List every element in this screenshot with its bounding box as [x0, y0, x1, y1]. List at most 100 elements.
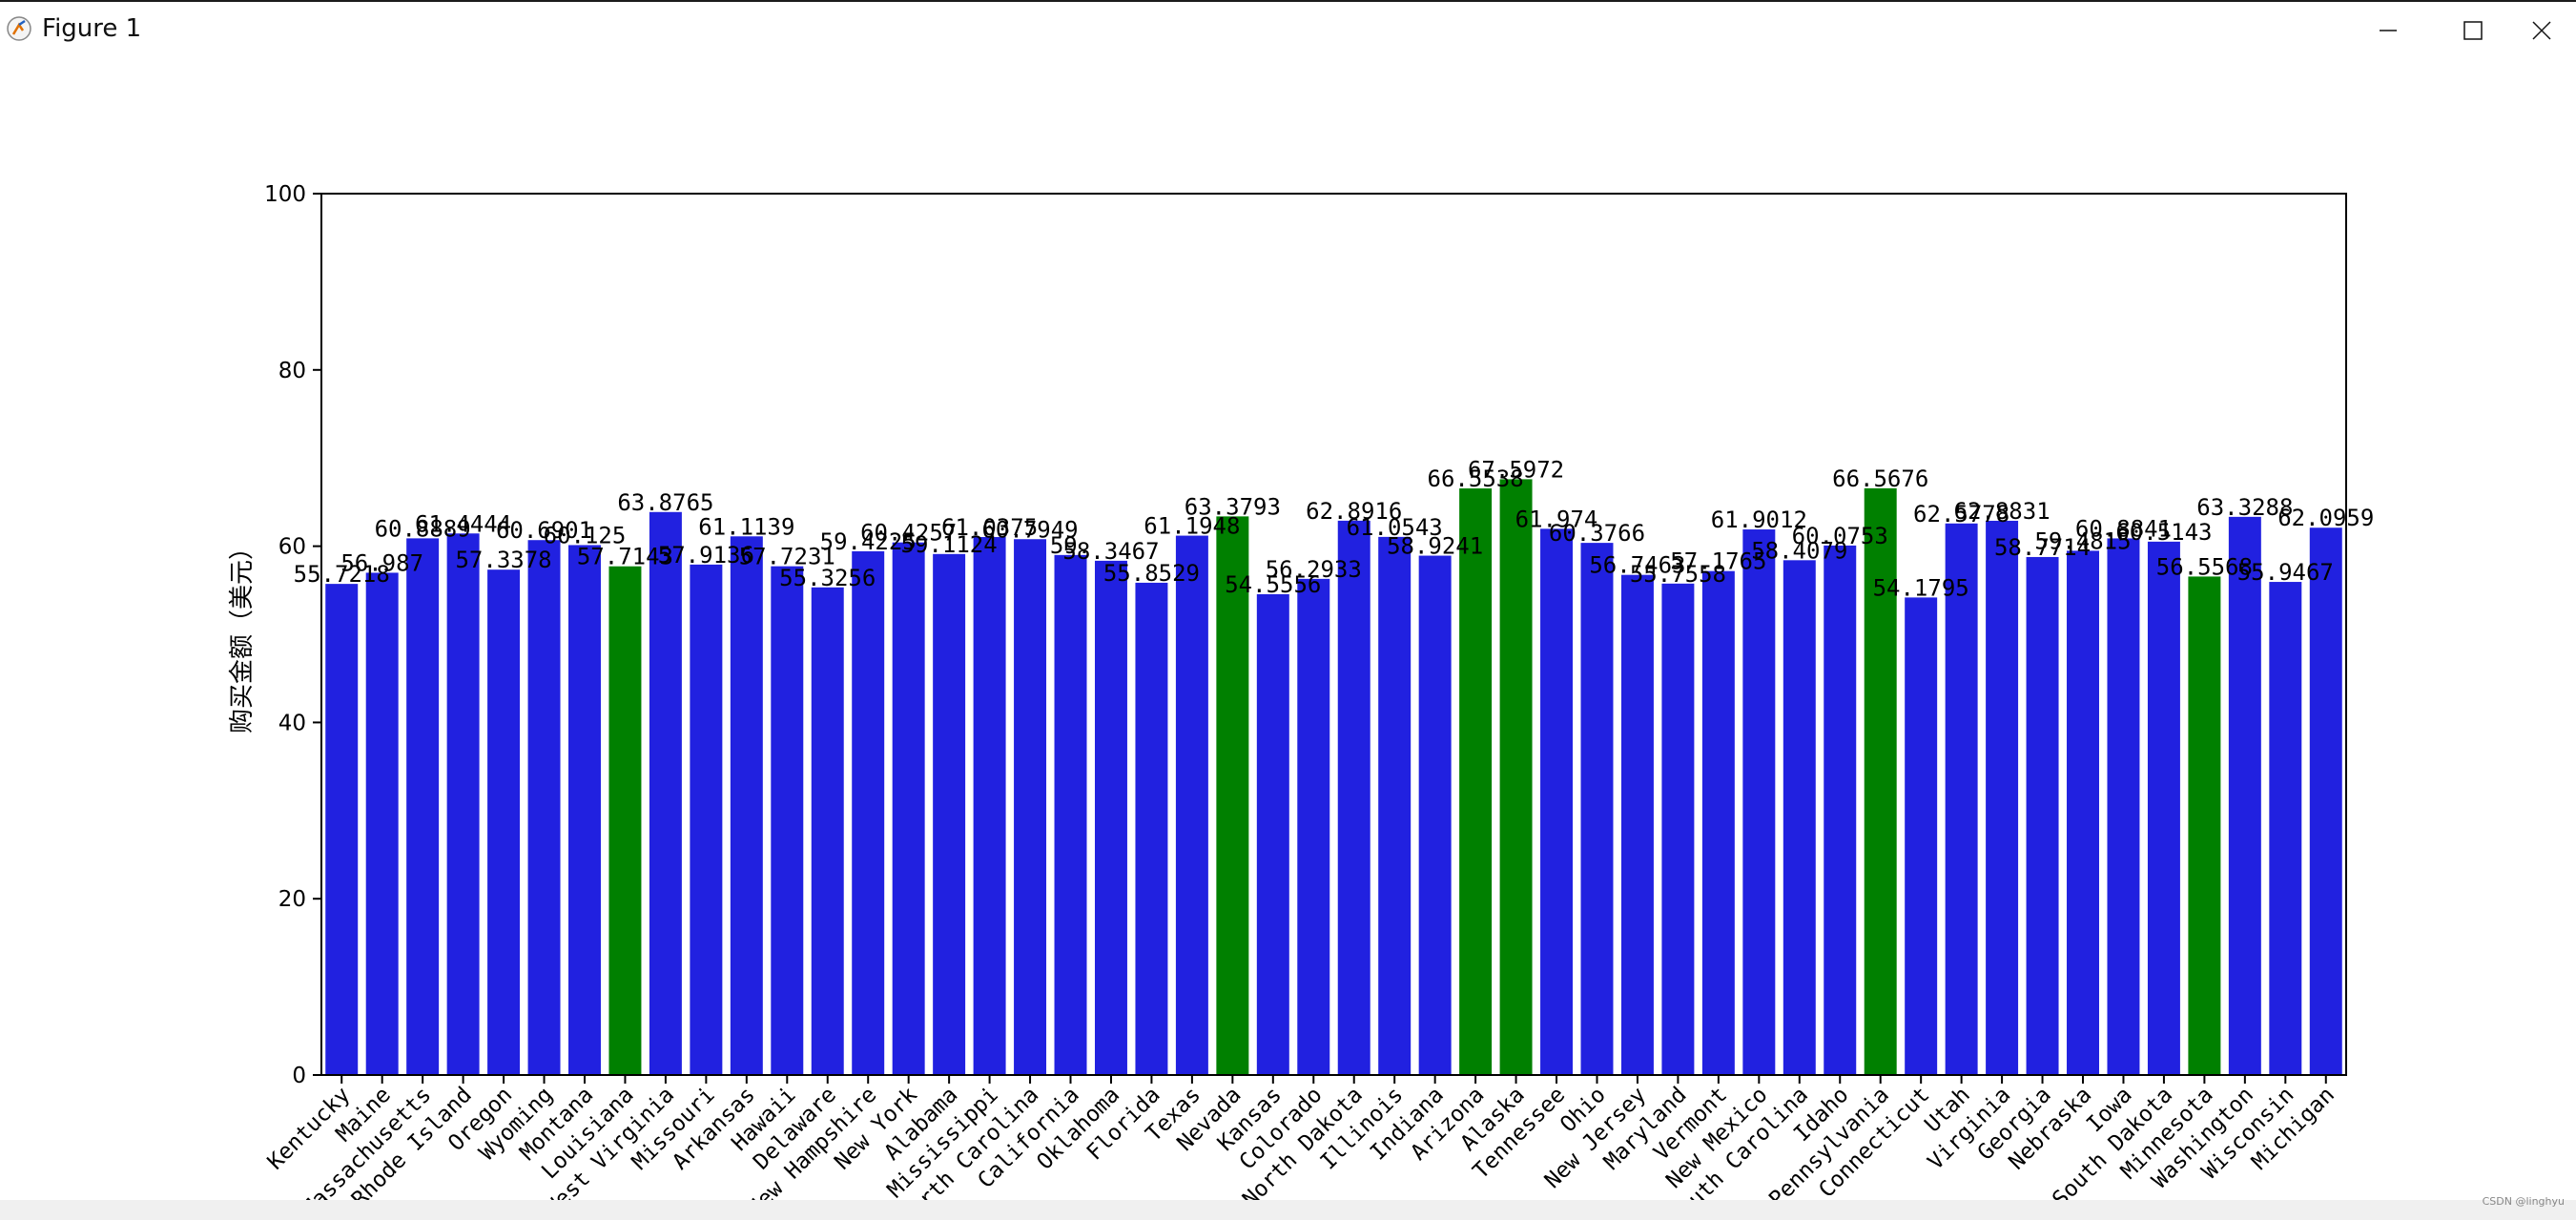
window-top-border [0, 0, 2576, 2]
bar-iowa [2107, 538, 2140, 1075]
figure-app-icon [7, 16, 31, 41]
y-tick-label: 40 [278, 711, 306, 735]
data-label: 57.7143 [577, 544, 673, 570]
data-label: 62.8831 [1954, 498, 2050, 525]
bar-missouri [690, 564, 723, 1075]
bar-ohio [1580, 543, 1614, 1075]
bar-nevada [1216, 516, 1249, 1075]
data-label: 56.5568 [2156, 553, 2253, 580]
data-label: 67.5972 [1468, 456, 1564, 483]
data-label: 60.3766 [1549, 520, 1645, 547]
data-label: 61.0375 [941, 514, 1038, 541]
bar-kentucky [325, 584, 359, 1075]
bar-texas [1175, 535, 1208, 1075]
bar-georgia [2026, 556, 2059, 1075]
bar-mississippi [973, 537, 1006, 1075]
minimize-button[interactable] [2355, 10, 2421, 52]
toolbar-strip [0, 1200, 2576, 1220]
data-label: 62.5778 [1913, 501, 2009, 527]
bar-indiana [1418, 555, 1452, 1075]
bar-minnesota [2188, 576, 2221, 1075]
bar-maine [365, 572, 399, 1075]
bar-michigan [2309, 527, 2342, 1075]
bar-connecticut [1905, 597, 1938, 1075]
data-label: 56.2933 [1266, 556, 1362, 583]
data-label: 54.1795 [1873, 574, 1969, 601]
y-axis-label: 购买金额（美元） [228, 535, 257, 734]
bar-south-dakota [2147, 541, 2180, 1075]
data-label: 55.3256 [779, 565, 876, 591]
data-label: 57.9136 [658, 542, 754, 569]
data-label: 60.4257 [860, 520, 957, 547]
data-label: 62.8916 [1306, 498, 1402, 525]
data-label: 61.974 [1515, 506, 1598, 532]
bar-alabama [933, 553, 966, 1075]
bar-nebraska [2067, 550, 2099, 1075]
data-label: 59.1124 [901, 531, 998, 558]
data-label: 66.5538 [1428, 465, 1524, 492]
bar-florida [1135, 582, 1168, 1075]
close-button[interactable] [2508, 10, 2575, 52]
bar-west-virginia [649, 511, 682, 1075]
data-label: 63.3288 [2196, 494, 2293, 521]
data-label: 57.1765 [1670, 548, 1766, 575]
data-label: 55.7558 [1630, 561, 1726, 588]
bar-arkansas [730, 536, 763, 1075]
data-label: 58.4079 [1751, 537, 1847, 564]
bar-hawaii [771, 566, 804, 1075]
bar-colorado [1297, 578, 1330, 1075]
data-label: 54.5556 [1225, 571, 1321, 598]
data-label: 59.4225 [820, 528, 917, 555]
data-label: 60.0753 [1792, 523, 1888, 549]
minimize-icon [2380, 30, 2397, 31]
data-label: 60.7949 [981, 516, 1078, 543]
data-label: 61.1139 [698, 513, 794, 540]
data-label: 56.7463 [1589, 552, 1685, 579]
data-label: 60.8889 [375, 515, 471, 542]
data-label: 63.8765 [617, 489, 713, 516]
bar-washington [2228, 516, 2261, 1075]
bar-utah [1945, 523, 1978, 1075]
bar-illinois [1378, 536, 1412, 1075]
data-label: 60.6901 [496, 517, 592, 544]
bar-wisconsin [2269, 582, 2302, 1075]
window-title: Figure 1 [42, 14, 142, 43]
close-icon [2532, 21, 2551, 40]
bar-massachusetts [406, 538, 440, 1075]
data-label: 55.7218 [294, 561, 390, 588]
bar-new-mexico [1742, 529, 1776, 1075]
bar-oklahoma [1094, 560, 1127, 1075]
bar-maryland [1661, 583, 1695, 1075]
data-label: 57.7231 [739, 544, 835, 570]
data-label: 66.5676 [1832, 465, 1928, 492]
chart-container: 0 20 40 60 80 100 购买金额（美元） Kentucky Maine Massach… [0, 55, 2576, 1220]
bar-new-york [892, 542, 925, 1075]
bar-new-jersey [1620, 574, 1654, 1075]
data-label: 60.8841 [2075, 515, 2172, 542]
bar-kansas [1256, 593, 1289, 1075]
data-label: 61.0543 [1347, 514, 1443, 541]
bar-montana [568, 545, 601, 1075]
bar-oregon [487, 569, 521, 1075]
data-label: 56.987 [340, 549, 423, 576]
bar-california [1054, 554, 1087, 1075]
maximize-icon [2463, 21, 2483, 40]
data-label: 62.0959 [2277, 505, 2374, 531]
bar-alaska [1499, 479, 1533, 1076]
bar-pennsylvania [1864, 487, 1897, 1075]
data-label: 59. [1050, 532, 1091, 559]
data-label: 60.5143 [2115, 519, 2212, 546]
bar-south-carolina [1783, 560, 1816, 1075]
data-label: 63.3793 [1185, 493, 1281, 520]
bar-north-carolina [1014, 539, 1047, 1075]
y-tick-label: 60 [278, 535, 306, 560]
data-label: 61.9012 [1711, 507, 1807, 533]
data-label: 59.4815 [2034, 527, 2131, 554]
maximize-button[interactable] [2440, 10, 2506, 52]
bar-new-hampshire [852, 550, 885, 1075]
bar-louisiana [608, 566, 642, 1075]
bar-wyoming [527, 540, 561, 1075]
title-bar[interactable]: Figure 1 [0, 2, 2576, 55]
bar-delaware [811, 587, 844, 1075]
data-label: 60.125 [544, 522, 627, 548]
